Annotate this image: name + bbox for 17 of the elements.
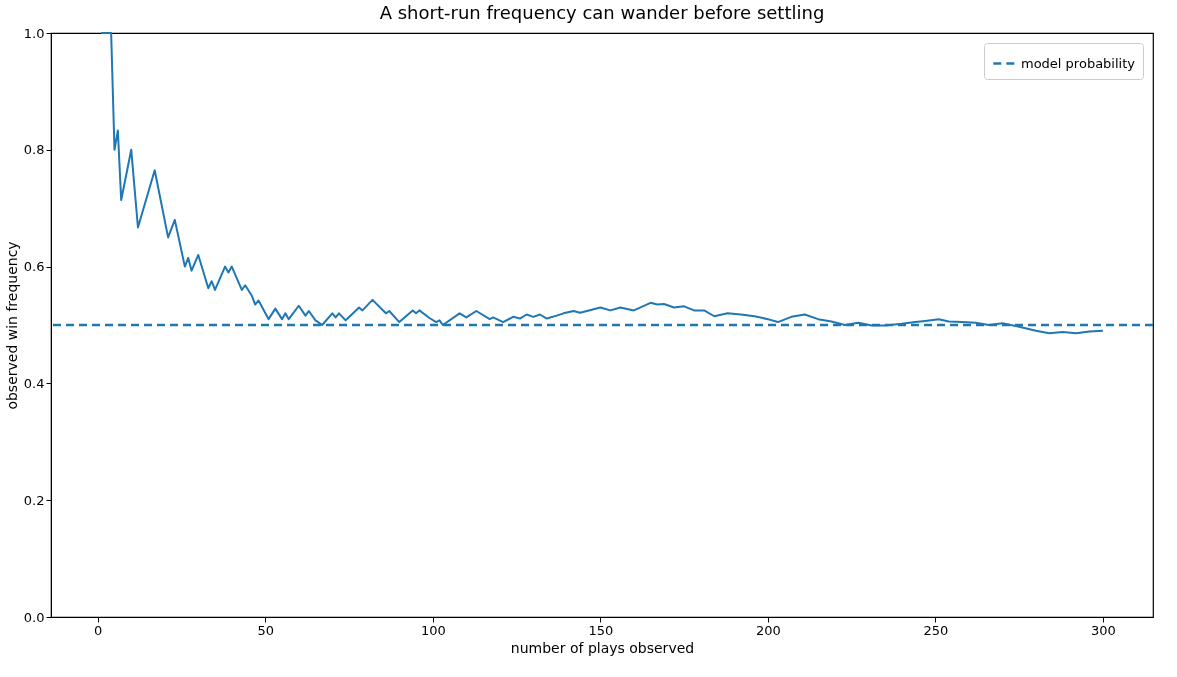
x-tick-label: 250: [923, 622, 949, 638]
y-tick-label: 1.0: [23, 25, 45, 41]
x-axis-title: number of plays observed: [510, 639, 695, 656]
y-tick-label: 0.6: [23, 259, 45, 275]
y-tick-label: 0.0: [23, 609, 45, 625]
x-tick-label: 300: [1090, 622, 1116, 638]
x-tick-label: 0: [94, 622, 103, 638]
x-tick-label: 200: [755, 622, 781, 638]
y-tick-label: 0.2: [23, 492, 45, 508]
legend-label: model probability: [1021, 55, 1136, 71]
x-tick-label: 50: [257, 622, 275, 638]
y-tick-label: 0.8: [23, 142, 45, 158]
chart-title: A short-run frequency can wander before settling: [379, 2, 825, 23]
x-tick-label: 100: [420, 622, 446, 638]
y-tick-label: 0.4: [23, 375, 45, 391]
x-tick-label: 150: [588, 622, 614, 638]
y-axis-title: observed win frequency: [3, 241, 20, 410]
